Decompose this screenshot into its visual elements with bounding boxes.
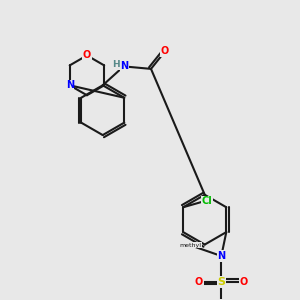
Text: O: O (195, 277, 203, 287)
Text: Cl: Cl (202, 196, 212, 206)
Text: methyl: methyl (179, 243, 202, 248)
Text: N: N (66, 80, 74, 90)
Text: H: H (112, 60, 119, 69)
Text: O: O (240, 277, 248, 287)
Text: O: O (83, 50, 91, 60)
Text: N: N (217, 251, 225, 261)
Text: N: N (121, 61, 129, 71)
Text: S: S (217, 277, 225, 287)
Text: O: O (161, 46, 169, 56)
